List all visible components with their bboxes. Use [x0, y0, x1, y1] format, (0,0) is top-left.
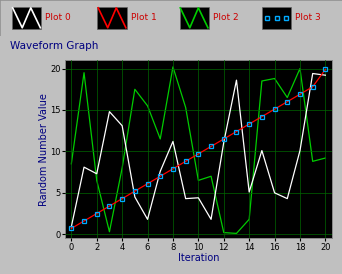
X-axis label: Iteration: Iteration [177, 253, 219, 263]
Bar [262, 7, 291, 29]
Text: Plot 2: Plot 2 [213, 13, 238, 22]
Text: Plot 1: Plot 1 [131, 13, 156, 22]
Text: Plot 3: Plot 3 [295, 13, 320, 22]
Bar [12, 7, 41, 29]
Bar [97, 7, 127, 29]
Bar [180, 7, 209, 29]
Text: Plot 0: Plot 0 [45, 13, 71, 22]
Text: Waveform Graph: Waveform Graph [10, 41, 98, 52]
Y-axis label: Random Number Value: Random Number Value [39, 93, 49, 206]
